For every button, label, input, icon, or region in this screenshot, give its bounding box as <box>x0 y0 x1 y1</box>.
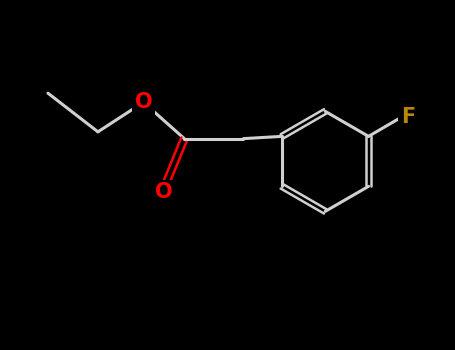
Text: O: O <box>135 92 152 112</box>
Text: F: F <box>401 107 415 127</box>
Text: O: O <box>155 182 173 202</box>
